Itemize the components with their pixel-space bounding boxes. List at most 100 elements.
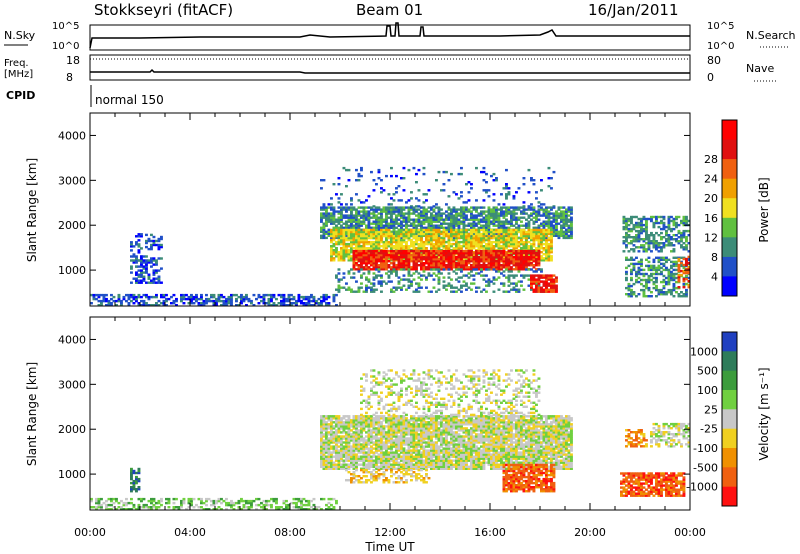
heatmap-cell (407, 260, 411, 263)
heatmap-cell (452, 249, 456, 253)
heatmap-cell (427, 260, 431, 263)
heatmap-cell (427, 238, 431, 242)
heatmap-cell (160, 245, 163, 249)
heatmap-cell (482, 278, 486, 281)
heatmap-cell (420, 247, 423, 250)
heatmap-cell (385, 174, 388, 178)
heatmap-cell (530, 208, 533, 211)
heatmap-cell (115, 299, 118, 303)
heatmap-cell (335, 224, 338, 227)
heatmap-cell (512, 247, 516, 250)
heatmap-cell (500, 193, 503, 196)
heatmap-cell (415, 264, 418, 267)
heatmap-cell (397, 210, 401, 213)
heatmap-cell (450, 242, 453, 246)
heatmap-cell (280, 299, 283, 303)
heatmap-cell (442, 230, 446, 234)
heatmap-cell (645, 286, 648, 290)
heatmap-cell (517, 206, 521, 209)
heatmap-cell (212, 299, 216, 303)
heatmap-cell (547, 274, 551, 277)
heatmap-cell (482, 288, 486, 291)
heatmap-cell (417, 264, 421, 267)
heatmap-cell (470, 266, 473, 269)
heatmap-cell (430, 240, 433, 244)
heatmap-cell (140, 506, 143, 509)
heatmap-cell (682, 236, 686, 239)
heatmap-cell (175, 299, 178, 303)
heatmap-cell (472, 238, 476, 242)
heatmap-cell (92, 295, 96, 299)
heatmap-cell (525, 230, 528, 234)
heatmap-cell (217, 295, 221, 299)
heatmap-cell (542, 214, 546, 217)
heatmap-cell (195, 297, 198, 301)
heatmap-cell (90, 302, 93, 305)
heatmap-cell (237, 304, 241, 307)
heatmap-cell (502, 240, 506, 244)
heatmap-cell (530, 286, 533, 289)
heatmap-cell (522, 208, 526, 211)
heatmap-cell (377, 212, 381, 215)
heatmap-cell (357, 264, 361, 267)
heatmap-cell (547, 245, 551, 248)
heatmap-cell (390, 290, 393, 293)
heatmap-cell (352, 276, 356, 279)
heatmap-cell (367, 228, 371, 232)
heatmap-cell (642, 240, 646, 243)
heatmap-cell (422, 201, 426, 204)
heatmap-cell (442, 238, 446, 242)
heatmap-cell (405, 240, 408, 244)
heatmap-cell (670, 264, 673, 268)
heatmap-cell (532, 234, 536, 238)
heatmap-cell (437, 236, 441, 240)
heatmap-cell (685, 271, 688, 275)
heatmap-cell (180, 293, 183, 297)
heatmap-cell (422, 268, 426, 271)
heatmap-cell (432, 232, 436, 236)
heatmap-cell (342, 242, 346, 246)
heatmap-cell (130, 271, 133, 274)
heatmap-cell (245, 297, 248, 301)
heatmap-cell (500, 240, 503, 244)
heatmap-cell (542, 236, 546, 240)
heatmap-cell (522, 245, 526, 248)
heatmap-cell (330, 212, 333, 215)
heatmap-cell (425, 258, 428, 261)
heatmap-cell (472, 266, 476, 269)
heatmap-cell (142, 506, 146, 509)
heatmap-cell (497, 262, 501, 265)
heatmap-cell (345, 168, 348, 172)
heatmap-cell (507, 266, 511, 269)
heatmap-cell (172, 302, 176, 305)
heatmap-cell (437, 282, 441, 285)
heatmap-cell (350, 234, 353, 238)
heatmap-cell (447, 276, 451, 279)
heatmap-cell (545, 238, 548, 242)
heatmap-cell (512, 256, 516, 259)
heatmap-cell (437, 262, 441, 265)
heatmap-cell (375, 251, 378, 255)
heatmap-cell (415, 181, 418, 184)
heatmap-cell (672, 268, 676, 272)
heatmap-cell (560, 234, 563, 237)
heatmap-cell (157, 239, 161, 243)
heatmap-cell (150, 259, 153, 262)
heatmap-cell (487, 189, 491, 192)
heatmap-cell (652, 264, 656, 268)
heatmap-cell (100, 293, 103, 297)
heatmap-cell (520, 224, 523, 227)
heatmap-cell (132, 259, 136, 262)
heatmap-cell (495, 220, 498, 223)
heatmap-cell (482, 274, 486, 277)
heatmap-cell (555, 232, 558, 235)
heatmap-cell (447, 260, 451, 263)
heatmap-cell (677, 275, 681, 279)
heatmap-cell (510, 242, 513, 246)
heatmap-cell (382, 224, 386, 227)
heatmap-cell (130, 501, 133, 505)
heatmap-cell (397, 236, 401, 240)
heatmap-cell (475, 266, 478, 269)
heatmap-cell (667, 291, 671, 294)
heatmap-cell (490, 208, 493, 211)
